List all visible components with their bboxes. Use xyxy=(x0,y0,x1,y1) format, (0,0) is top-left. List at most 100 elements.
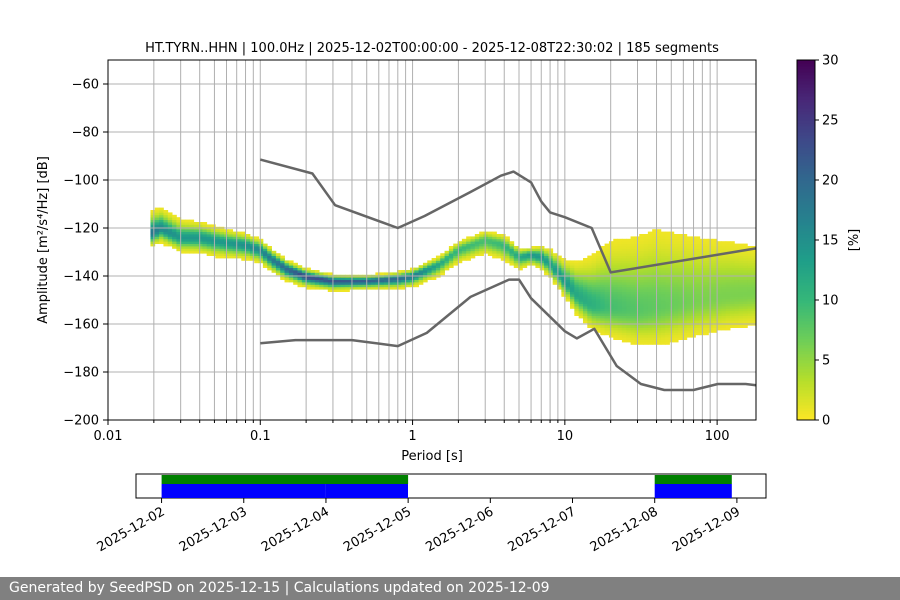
heatmap-cell xyxy=(492,246,497,249)
heatmap-cell xyxy=(492,238,497,242)
heatmap-cell xyxy=(751,306,757,309)
data-coverage-bar xyxy=(654,484,732,498)
heatmap-cell xyxy=(249,243,255,247)
heatmap-cell xyxy=(461,238,467,242)
colorbar-band xyxy=(797,120,815,124)
heatmap-cell xyxy=(496,241,502,244)
heatmap-cell xyxy=(652,308,657,312)
heatmap-cell xyxy=(513,255,519,259)
heatmap-cell xyxy=(682,272,688,276)
footer-banner: Generated by SeedPSD on 2025-12-15 | Cal… xyxy=(0,577,900,600)
heatmap-cell xyxy=(712,306,718,309)
heatmap-cell xyxy=(665,234,670,237)
colorbar-band xyxy=(797,237,815,241)
heatmap-cell xyxy=(678,243,683,247)
heatmap-cell xyxy=(734,260,740,264)
heatmap-cell xyxy=(647,255,653,259)
heatmap-cell xyxy=(574,296,580,300)
heatmap-cell xyxy=(587,291,593,295)
heatmap-cell xyxy=(198,250,203,254)
heatmap-cell xyxy=(686,289,692,292)
heatmap-cell xyxy=(643,327,649,331)
heatmap-cell xyxy=(734,284,740,288)
heatmap-cell xyxy=(595,253,601,256)
heatmap-cell xyxy=(652,282,657,285)
heatmap-cell xyxy=(211,234,216,237)
heatmap-cell xyxy=(656,303,662,307)
heatmap-cell xyxy=(747,279,753,283)
heatmap-cell xyxy=(747,282,753,285)
heatmap-cell xyxy=(267,260,272,264)
heatmap-cell xyxy=(254,248,259,252)
heatmap-cell xyxy=(630,313,636,316)
heatmap-cell xyxy=(198,246,203,249)
heatmap-cell xyxy=(565,296,571,300)
heatmap-cell xyxy=(228,243,234,247)
heatmap-cell xyxy=(198,243,203,247)
heatmap-cell xyxy=(656,306,662,309)
heatmap-cell xyxy=(686,320,692,324)
heatmap-cell xyxy=(587,260,593,264)
heatmap-cell xyxy=(704,291,709,295)
heatmap-cell xyxy=(656,289,662,292)
heatmap-cell xyxy=(656,253,662,256)
heatmap-cell xyxy=(267,246,272,249)
heatmap-cell xyxy=(678,238,683,242)
heatmap-cell xyxy=(574,301,580,304)
heatmap-cell xyxy=(617,325,623,328)
heatmap-cell xyxy=(323,279,329,283)
heatmap-cell xyxy=(643,246,649,249)
heatmap-cell xyxy=(613,332,618,336)
heatmap-cell xyxy=(626,334,631,338)
heatmap-cell xyxy=(730,294,735,297)
heatmap-cell xyxy=(198,238,203,242)
heatmap-cell xyxy=(345,289,350,292)
heatmap-cell xyxy=(479,231,484,235)
heatmap-cell xyxy=(448,246,454,249)
heatmap-cell xyxy=(591,267,597,271)
colorbar-band xyxy=(797,270,815,274)
heatmap-cell xyxy=(643,303,649,307)
heatmap-cell xyxy=(379,282,385,285)
heatmap-cell xyxy=(254,258,259,261)
heatmap-cell xyxy=(669,255,675,259)
heatmap-cell xyxy=(159,214,164,218)
heatmap-cell xyxy=(617,334,623,338)
heatmap-cell xyxy=(639,236,644,240)
heatmap-cell xyxy=(600,325,606,328)
heatmap-cell xyxy=(574,310,580,314)
heatmap-cell xyxy=(448,260,454,264)
heatmap-cell xyxy=(669,339,675,343)
heatmap-cell xyxy=(686,291,692,295)
heatmap-cell xyxy=(505,238,510,242)
heatmap-cell xyxy=(630,260,636,264)
heatmap-cell xyxy=(288,260,294,264)
heatmap-cell xyxy=(617,296,623,300)
heatmap-cell xyxy=(150,229,156,232)
heatmap-cell xyxy=(509,246,515,249)
heatmap-cell xyxy=(500,253,506,256)
heatmap-cell xyxy=(241,236,247,240)
heatmap-cell xyxy=(518,265,523,268)
heatmap-cell xyxy=(678,234,683,237)
heatmap-cell xyxy=(639,277,644,280)
heatmap-cell xyxy=(647,258,653,261)
heatmap-cell xyxy=(643,320,649,324)
colorbar-band xyxy=(797,264,815,268)
heatmap-cell xyxy=(198,234,203,237)
heatmap-cell xyxy=(492,236,497,240)
heatmap-cell xyxy=(496,243,502,247)
heatmap-cell xyxy=(604,272,610,276)
heatmap-cell xyxy=(704,303,709,307)
heatmap-cell xyxy=(600,308,606,312)
heatmap-cell xyxy=(578,289,584,292)
heatmap-cell xyxy=(574,308,580,312)
heatmap-cell xyxy=(570,286,575,290)
heatmap-cell xyxy=(704,327,709,331)
heatmap-cell xyxy=(730,272,735,276)
heatmap-cell xyxy=(487,234,493,237)
heatmap-cell xyxy=(496,234,502,237)
heatmap-cell xyxy=(332,289,337,292)
colorbar-band xyxy=(797,387,815,391)
heatmap-cell xyxy=(574,291,580,295)
